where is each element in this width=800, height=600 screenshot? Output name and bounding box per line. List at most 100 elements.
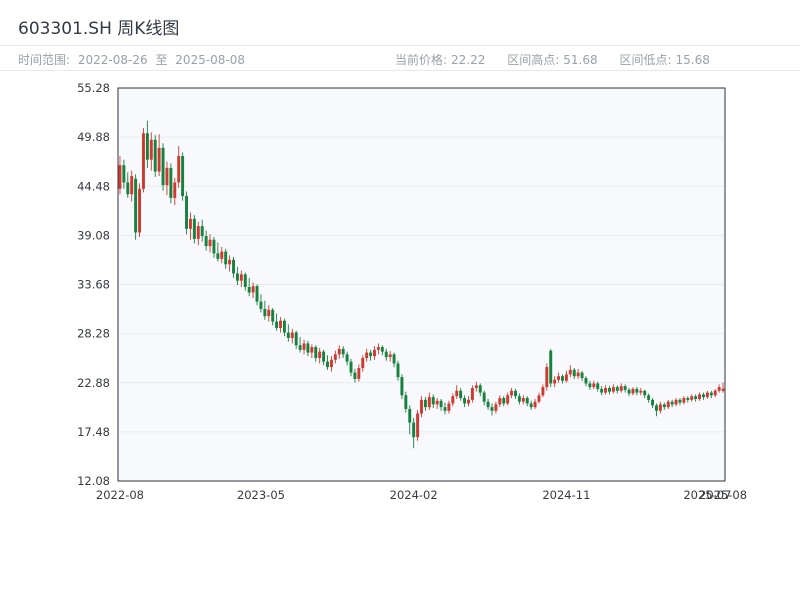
candle-body [259, 301, 263, 309]
candle-body [694, 396, 698, 399]
candle-body [333, 354, 337, 360]
candle-body [388, 354, 392, 358]
candle-body [478, 385, 482, 393]
period-low-label: 区间低点: [619, 53, 672, 67]
candle-body [416, 413, 420, 438]
candle-body [533, 401, 537, 408]
kline-chart: 55.28 49.88 44.48 39.08 33.68 28.28 22.88 17.48… [0, 78, 800, 523]
candle-body [322, 351, 326, 362]
subheader-divider [0, 70, 800, 71]
candle-body [400, 377, 404, 396]
candle-body [470, 388, 474, 400]
candle-body [654, 405, 658, 411]
candle-body [212, 239, 216, 254]
x-tick-label: 2024-02 [390, 488, 438, 502]
candle-body [310, 347, 314, 353]
candle-body [690, 396, 694, 400]
candle-body [130, 176, 134, 195]
candle-body [635, 388, 639, 393]
candle-body [580, 372, 584, 379]
current-price-label: 当前价格: [395, 53, 448, 67]
candle-body [604, 388, 608, 393]
candle-body [529, 403, 533, 408]
candle-body [514, 390, 517, 397]
candle-body [490, 407, 494, 411]
candle-body [290, 332, 294, 338]
candle-body [365, 352, 369, 359]
candle-body [380, 347, 384, 352]
candle-body [228, 259, 232, 265]
candle-body [216, 253, 220, 259]
candle-body [282, 320, 286, 333]
price-stats: 当前价格: 22.22 区间高点: 51.68 区间低点: 15.68 [395, 51, 728, 68]
candle-body [662, 404, 666, 408]
candle-body [243, 274, 247, 288]
time-range-label: 时间范围: [18, 53, 71, 67]
candle-body [647, 395, 651, 400]
candle-body [420, 399, 423, 414]
candle-body [153, 139, 157, 172]
current-price-value: 22.22 [451, 53, 486, 67]
candle-body [608, 388, 611, 392]
candle-body [169, 167, 173, 198]
candle-body [427, 397, 431, 408]
candle-body [353, 372, 357, 379]
candle-body [306, 343, 310, 353]
y-axis-labels: 55.28 49.88 44.48 39.08 33.68 28.28 22.88 17.48… [77, 81, 110, 488]
candle-body [568, 369, 572, 375]
candle-body [318, 351, 322, 359]
candle-body [396, 363, 400, 378]
candle-body [627, 389, 631, 394]
candle-body [431, 397, 435, 405]
y-tick-label: 44.48 [77, 179, 110, 193]
candle-body [611, 387, 615, 392]
candle-body [482, 392, 486, 402]
candle-body [349, 361, 353, 373]
candle-body [314, 347, 318, 359]
period-low-value: 15.68 [675, 53, 710, 67]
candle-body [686, 398, 690, 400]
candle-body [408, 408, 412, 423]
candle-body [369, 352, 373, 357]
candle-body [200, 226, 204, 237]
candle-body [541, 387, 545, 396]
candle-body [286, 332, 290, 338]
candle-body [517, 396, 521, 402]
candle-body [220, 251, 224, 259]
candle-body [357, 368, 361, 379]
candle-body [486, 401, 490, 408]
candle-body [329, 359, 333, 368]
page-title: 603301.SH 周K线图 [18, 19, 180, 39]
candle-body [553, 379, 557, 384]
candle-body [188, 218, 192, 229]
candle-body [443, 407, 447, 411]
candle-body [592, 383, 596, 388]
x-tick-label: 2022-08 [96, 488, 144, 502]
candle-body [275, 321, 279, 328]
candle-body [376, 347, 380, 350]
time-range-start: 2022-08-26 [77, 53, 148, 67]
candle-body [337, 348, 341, 355]
candle-body [502, 398, 506, 404]
candle-body [463, 398, 467, 404]
candle-body [658, 404, 662, 411]
candle-body [423, 399, 427, 408]
candle-body [643, 390, 647, 396]
candle-body [134, 178, 138, 233]
y-tick-label: 28.28 [77, 327, 110, 341]
candle-body [682, 398, 686, 403]
candle-body [141, 133, 145, 189]
candle-body [521, 398, 525, 402]
candle-body [717, 387, 721, 391]
candles [118, 120, 725, 449]
candle-body [588, 383, 592, 388]
candle-body [561, 376, 564, 381]
candle-body [537, 395, 541, 402]
y-tick-label: 39.08 [77, 228, 110, 242]
candle-body [467, 399, 470, 404]
candle-body [247, 287, 251, 293]
candle-body [564, 374, 568, 381]
candle-body [185, 196, 189, 229]
candle-body [439, 400, 443, 408]
header-divider [0, 45, 800, 46]
